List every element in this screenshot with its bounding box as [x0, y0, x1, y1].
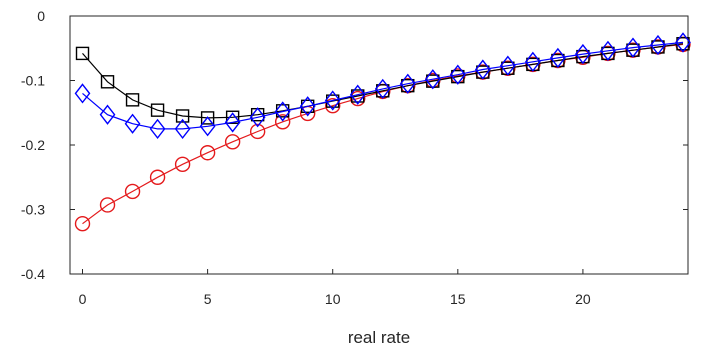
circle-marker: [199, 145, 216, 161]
circle-marker: [249, 123, 266, 140]
diamond-marker: [499, 55, 516, 76]
circle-marker: [325, 97, 341, 114]
x-tick-label: 15: [450, 291, 466, 307]
series-group: [74, 32, 691, 232]
series-diamond: [74, 32, 691, 140]
diamond-marker: [550, 47, 566, 69]
circle-marker: [224, 134, 241, 150]
x-tick-label: 20: [575, 291, 591, 307]
diamond-marker: [449, 64, 466, 85]
circle-marker: [74, 215, 91, 232]
diamond-marker: [374, 78, 391, 100]
square-marker: [175, 109, 190, 123]
circle-marker: [124, 183, 141, 200]
diamond-marker: [149, 118, 166, 140]
series-line: [82, 43, 684, 225]
diamond-marker: [399, 73, 416, 94]
y-tick-label: -0.3: [21, 202, 45, 218]
diamond-marker: [324, 90, 341, 111]
diamond-marker: [174, 118, 191, 140]
circle-marker: [99, 197, 116, 213]
plot-area: [69, 15, 689, 275]
diamond-marker: [299, 96, 316, 117]
diamond-marker: [349, 84, 366, 105]
square-marker: [125, 93, 140, 107]
square-marker: [100, 75, 115, 89]
x-tick-label: 10: [325, 291, 341, 307]
x-axis-title: real rate: [348, 328, 410, 347]
series-line: [82, 41, 684, 130]
diamond-marker: [524, 51, 541, 72]
diamond-marker: [199, 116, 216, 137]
diamond-marker: [625, 37, 641, 58]
series-line: [82, 43, 684, 119]
circle-marker: [174, 156, 191, 173]
diamond-marker: [650, 34, 666, 56]
axis-ticks: 0 5 10 15 20 0 -0.1 -0.2 -0.3 -0.4: [21, 8, 688, 307]
diamond-marker: [600, 40, 616, 61]
diamond-marker: [249, 107, 266, 128]
diamond-marker: [274, 101, 291, 122]
x-tick-label: 0: [79, 291, 87, 307]
square-marker: [300, 99, 315, 114]
x-tick-label: 5: [204, 291, 212, 307]
square-marker: [200, 111, 215, 125]
diamond-marker: [424, 69, 441, 90]
diamond-marker: [474, 59, 491, 80]
square-marker: [75, 46, 90, 61]
diamond-marker: [124, 113, 141, 134]
diamond-marker: [99, 104, 116, 125]
y-tick-label: -0.4: [21, 266, 45, 282]
circle-marker: [149, 169, 166, 185]
circle-marker: [350, 90, 366, 107]
circle-marker: [274, 114, 291, 130]
square-marker: [225, 110, 240, 124]
diamond-marker: [575, 43, 591, 65]
diamond-marker: [74, 83, 91, 104]
y-tick-label: 0: [37, 8, 45, 24]
square-marker: [150, 103, 165, 117]
y-tick-label: -0.2: [21, 137, 45, 153]
diamond-marker: [224, 112, 241, 133]
diamond-marker: [675, 32, 691, 53]
y-tick-label: -0.1: [21, 73, 45, 89]
